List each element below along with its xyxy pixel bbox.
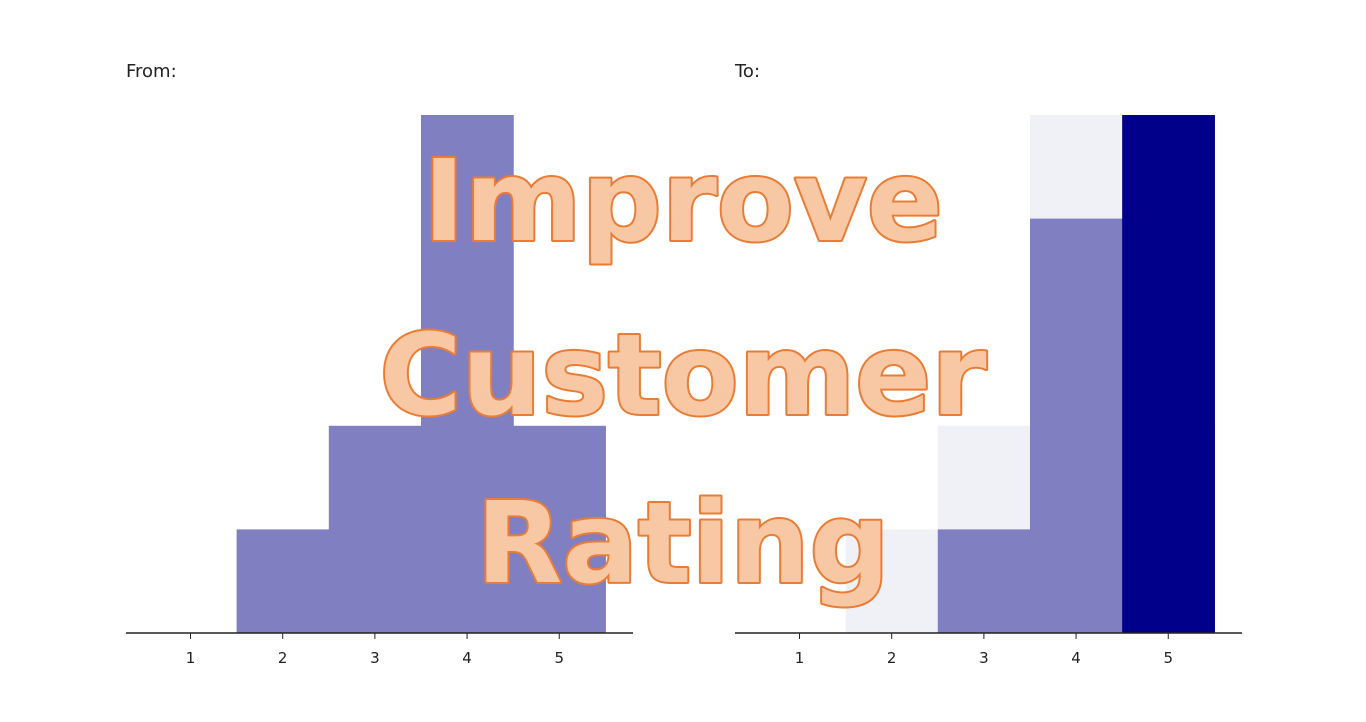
to-tick-label-5: 5 [1163,649,1173,667]
to-tick-label-2: 2 [887,649,897,667]
overlay-line-2: Customer [380,311,987,441]
from-panel-label: From: [126,61,177,82]
from-tick-label-3: 3 [370,649,380,667]
from-tick-label-2: 2 [278,649,288,667]
from-tick-label-1: 1 [186,649,196,667]
to-bars [845,115,1215,633]
overlay-line-1: Improve [423,137,943,267]
to-panel: To: 1 2 3 4 5 [734,61,1242,667]
from-bars [236,115,606,633]
to-bar-s1-2 [845,529,939,633]
from-bar-s1-2 [236,529,330,633]
from-tick-label-4: 4 [462,649,472,667]
from-x-ticks: 1 2 3 4 5 [186,633,564,667]
to-bar-s2-4 [1029,218,1123,633]
to-bar-s3-5 [1122,115,1215,633]
from-panel: From: 1 2 3 4 5 [126,61,633,667]
to-bar-s2-3 [937,529,1031,633]
from-bar-s1-3 [328,425,422,633]
from-bar-s1-5 [513,425,606,633]
overlay-line-3: Rating [476,479,890,609]
to-tick-label-4: 4 [1071,649,1081,667]
to-panel-label: To: [734,61,760,82]
to-tick-label-1: 1 [795,649,805,667]
from-tick-label-5: 5 [554,649,564,667]
to-tick-label-3: 3 [979,649,989,667]
from-bar-s1-4 [420,115,514,633]
overlay-title: Improve Customer Rating [378,135,989,611]
to-x-ticks: 1 2 3 4 5 [795,633,1173,667]
